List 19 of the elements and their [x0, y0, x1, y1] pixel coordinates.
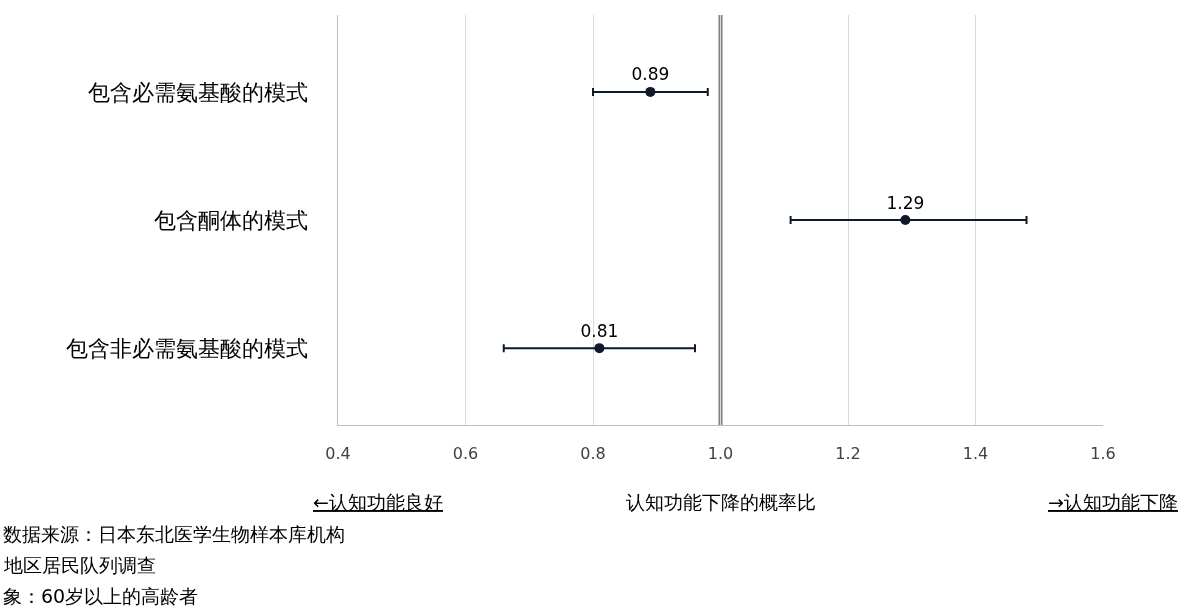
x-tick-label: 1.4 — [962, 444, 989, 464]
data-label: 1.29 — [886, 192, 925, 213]
y-tick-label: 包含酮体的模式 — [153, 207, 308, 233]
x-tick-label: 0.8 — [580, 444, 606, 464]
x-tick-label: 1.2 — [835, 444, 861, 464]
x-axis-title: 认知功能下降的概率比 — [626, 491, 816, 513]
data-label: 0.89 — [631, 64, 670, 85]
x-tick-label: 0.4 — [325, 444, 351, 464]
x-tick-label: 1.0 — [707, 444, 734, 464]
x-tick-label: 0.6 — [452, 444, 479, 464]
source-note: 数据来源：日本东北医学生物样本库机构 — [3, 523, 345, 545]
text: →认知功能下降 — [1048, 491, 1178, 513]
text: ←认知功能良好 — [313, 491, 443, 513]
y-tick-label: 包含非必需氨基酸的模式 — [65, 335, 308, 361]
y-tick-label: 包含必需氨基酸的模式 — [87, 79, 308, 105]
x-tick-label: 1.6 — [1090, 444, 1116, 464]
text: 象：60岁以上的高龄者 — [3, 585, 199, 607]
text: 地区居民队列调查 — [3, 554, 156, 576]
data-label: 0.81 — [580, 320, 619, 341]
